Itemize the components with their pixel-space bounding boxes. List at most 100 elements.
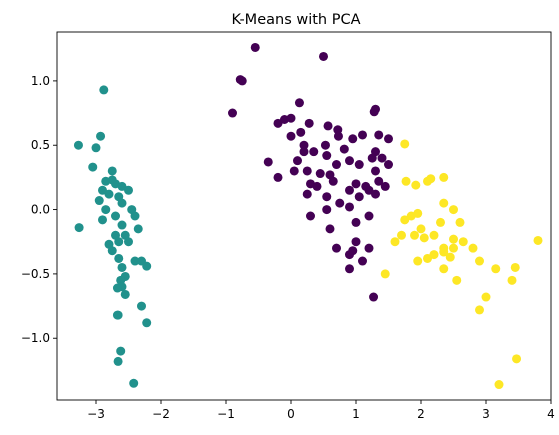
data-point [374,176,384,186]
data-point [299,147,309,157]
y-tick-label: −0.5 [21,267,50,281]
data-point [439,247,449,257]
data-point [512,354,522,364]
data-point [533,235,543,245]
data-point [411,180,421,190]
data-point [354,160,364,170]
data-point [296,127,306,137]
data-point [494,380,504,390]
data-point [413,208,423,218]
data-point [426,174,436,184]
data-point [400,139,410,149]
data-point [468,243,478,253]
data-point [423,253,432,263]
data-point [354,192,364,202]
data-point [481,292,491,302]
data-point [413,256,423,266]
data-points [73,42,543,390]
data-point [439,264,449,274]
data-point [263,157,273,167]
data-point [129,378,139,388]
data-point [302,189,312,199]
data-point [358,130,367,140]
data-point [510,262,520,272]
data-point [333,131,343,141]
x-axis: −3 −2 −1 0 1 2 3 4 [87,400,555,421]
data-point [250,42,260,52]
data-point [286,113,296,123]
data-point [384,134,393,144]
data-point [286,131,296,141]
data-point [339,144,349,154]
data-point [351,217,361,227]
data-point [322,205,332,215]
data-point [228,108,237,118]
data-point [416,224,426,234]
data-point [455,217,465,227]
data-point [452,275,462,285]
y-tick-label: −1.0 [21,331,50,345]
x-tick-label: −2 [152,407,170,421]
data-point [107,166,117,176]
x-tick-label: 3 [482,407,490,421]
data-point [112,310,122,320]
data-point [390,237,400,247]
data-point [117,198,127,208]
data-point [104,189,114,199]
data-point [384,160,393,170]
data-point [345,202,354,212]
data-point [449,234,458,244]
y-tick-label: 0.0 [31,203,50,217]
data-point [130,256,140,266]
data-point [94,196,104,206]
data-point [328,176,338,186]
data-point [306,211,315,221]
data-point [114,237,124,247]
data-point [369,292,379,302]
data-point [112,283,122,293]
data-point [323,121,333,131]
data-point [380,181,390,191]
x-tick-label: 2 [417,407,425,421]
data-point [400,215,410,225]
data-point [475,256,484,266]
x-tick-label: 4 [547,407,555,421]
data-point [101,205,111,215]
data-point [397,230,406,240]
data-point [273,118,283,128]
data-point [74,223,84,233]
data-point [299,140,309,150]
data-point [237,76,247,86]
data-point [289,166,299,176]
data-point [507,275,517,285]
data-point [380,269,390,279]
data-point [91,143,101,153]
data-point [117,181,127,191]
data-point [98,215,107,225]
data-point [361,181,371,191]
x-tick-label: 0 [287,407,295,421]
data-point [351,179,361,189]
y-tick-label: 1.0 [31,74,50,88]
data-point [322,192,332,202]
data-point [325,224,335,234]
data-point [369,107,379,117]
data-point [410,230,419,240]
data-point [436,217,445,227]
data-point [114,253,124,263]
data-point [358,256,367,266]
data-point [116,346,126,356]
data-point [364,243,374,253]
data-point [124,185,133,195]
data-point [491,264,501,274]
data-point [142,318,152,328]
data-point [113,356,123,366]
data-point [111,211,120,221]
data-point [364,211,374,221]
data-point [439,198,449,208]
data-point [332,243,341,253]
data-point [294,98,304,108]
x-tick-label: −3 [87,407,105,421]
